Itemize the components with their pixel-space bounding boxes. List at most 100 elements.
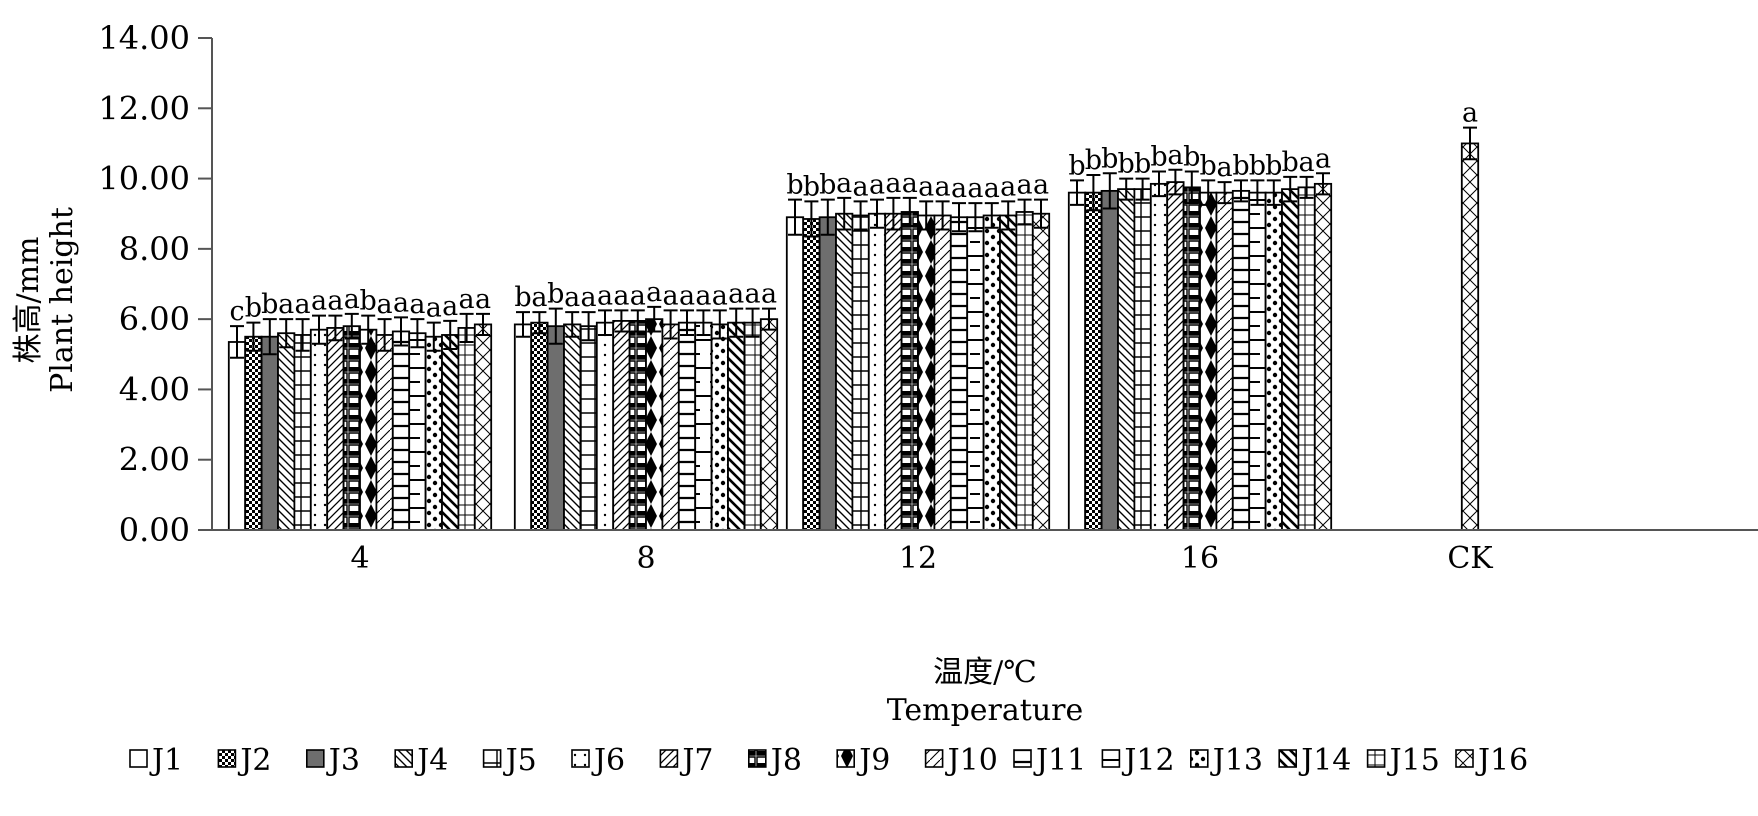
bar-J10-16 [1215,191,1234,531]
bar-J1-12 [785,216,805,531]
sig-letter-J15-8: a [745,279,761,310]
bar-J3-4 [260,335,279,531]
legend-swatch-J8 [747,749,767,768]
error-bar-J9-4 [361,314,376,345]
error-bar-J5-16 [1135,177,1150,201]
sig-letter-J12-12: a [967,173,983,204]
error-bar-J3-8 [548,307,563,345]
error-bar-J1-16 [1070,179,1084,206]
sig-letter-J3-12: b [819,170,836,201]
bar-J13-16 [1264,191,1283,531]
legend-label-J15: J15 [1387,743,1440,778]
error-bar-J16-16 [1316,172,1330,196]
error-bar-J4-12 [837,196,852,231]
bar-J4-4 [277,332,296,531]
x-tick-label-12: 12 [899,541,937,576]
legend-swatch-J5 [482,749,502,768]
bar-J14-12 [999,214,1018,531]
error-bar-J12-12 [968,202,983,233]
sig-letter-J13-4: a [426,293,442,324]
axes-layer: 0.00 2.00 4.00 6.00 8.00 10.00 12.00 14.00 4 8 12 1… [98,19,1758,576]
bar-J7-8 [612,319,631,531]
error-bar-J15-8 [745,307,760,338]
legend-label-J12: J12 [1121,743,1174,778]
x-axis-label: 温度/℃ Temperature [887,655,1084,728]
error-bar-J7-16 [1168,168,1183,196]
error-bar-J4-4 [279,318,294,349]
sig-letter-J5-16: b [1134,149,1151,180]
bar-J6-12 [867,212,887,531]
error-bar-J11-8 [680,309,694,336]
error-bar-J3-12 [820,198,835,236]
y-tick-label: 8.00 [119,230,190,268]
sig-letter-J10-16: a [1217,152,1233,183]
y-tick-label: 6.00 [119,300,190,338]
error-bar-J15-4 [459,312,474,343]
bar-J16-12 [1031,212,1051,531]
bar-J5-4 [293,334,312,531]
legend-swatch-J9 [836,749,856,768]
sig-letter-J5-12: a [853,171,869,202]
y-tick-label: 12.00 [98,89,190,127]
sig-letter-J15-16: a [1299,147,1315,178]
error-bar-J10-16 [1217,181,1232,205]
error-bar-J5-12 [853,200,868,231]
sig-letter-J3-16: b [1101,143,1118,174]
error-bar-J8-16 [1184,170,1199,205]
sig-letter-J14-16: b [1282,147,1299,178]
error-bar-J7-4 [328,314,343,342]
error-bar-J4-8 [565,311,580,338]
error-bar-J5-8 [581,311,596,342]
sig-letter-J15-4: a [459,284,475,315]
sig-letter-J2-8: a [531,282,547,313]
legend-swatch-J10 [924,749,944,768]
sig-letter-J13-12: a [984,173,1000,204]
sig-letter-J8-16: b [1183,142,1200,173]
sig-letter-J9-16: b [1200,150,1217,181]
error-bar-J2-4 [246,321,261,352]
bar-J2-16 [1084,191,1103,531]
legend-label-J9: J9 [856,743,890,778]
y-tick-label: 0.00 [119,511,190,549]
bar-J1-16 [1067,191,1087,531]
error-bar-J1-8 [516,311,530,338]
y-tick-label: 14.00 [98,19,190,57]
bar-J2-12 [802,218,821,531]
legend-label-J14: J14 [1298,743,1351,778]
x-tick-label-8: 8 [636,541,655,576]
sig-letter-J1-4: c [229,296,244,327]
sig-letter-J11-4: a [393,287,409,318]
sig-letter-J7-12: a [885,168,901,199]
error-bar-J16-4 [476,312,490,336]
bar-J14-16 [1281,188,1300,531]
y-axis-label-line-2: Plant height [45,207,80,393]
error-bar-J7-8 [614,309,629,333]
sig-letter-J14-8: a [728,279,744,310]
bar-J16-16 [1313,182,1333,531]
bar-J12-16 [1248,191,1267,531]
sig-letter-J16-CK: a [1462,98,1478,129]
legend-swatch-J11 [1013,749,1032,768]
sig-letter-J4-4: a [278,289,294,320]
legend-swatch-J12 [1101,749,1121,768]
error-bar-J6-12 [870,198,884,229]
sig-letter-J10-4: a [377,289,393,320]
error-bar-J10-4 [377,318,392,352]
error-bar-J13-8 [712,309,727,340]
bar-J16-CK [1460,142,1480,531]
sig-letter-J11-16: b [1232,150,1249,181]
error-bar-J13-4 [426,321,441,352]
error-bar-J13-16 [1266,179,1281,206]
sig-letter-J1-8: b [514,282,531,313]
legend-label-J6: J6 [591,743,625,778]
sig-letter-J6-4: a [311,286,327,317]
legend-label-J3: J3 [326,743,360,778]
error-bar-J7-12 [886,196,901,231]
error-bar-J2-8 [532,311,547,335]
sig-letter-J16-16: a [1315,143,1331,174]
sig-letter-J8-12: a [902,168,918,199]
error-bar-J3-4 [262,318,277,356]
bar-J12-12 [966,216,985,531]
